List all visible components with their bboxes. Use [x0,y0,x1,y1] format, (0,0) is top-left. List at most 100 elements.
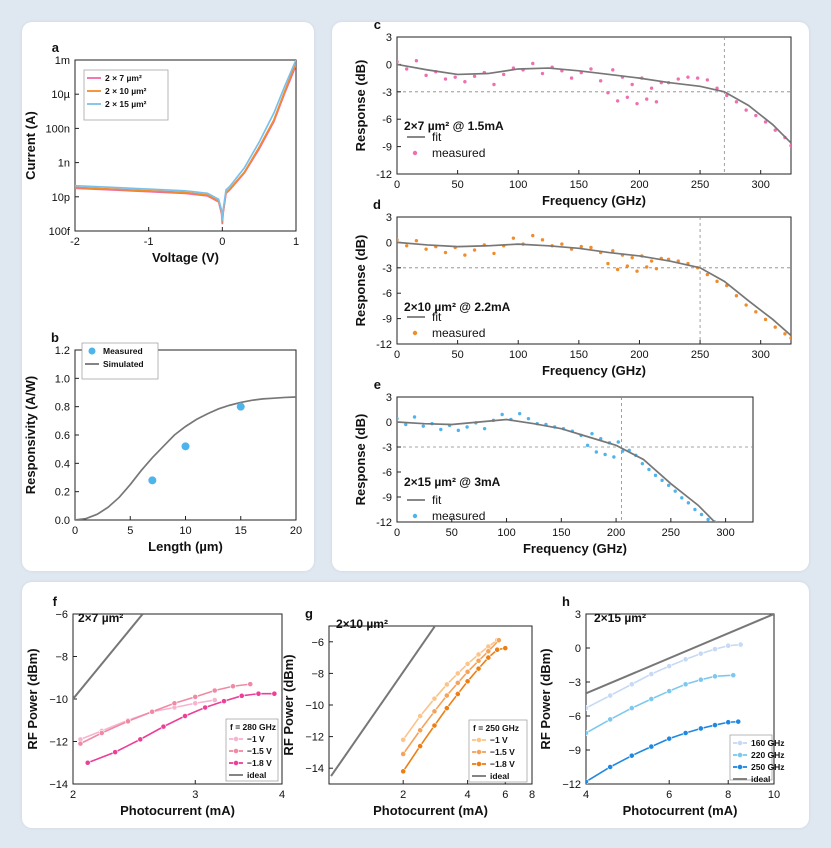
x-tick-label: 6 [666,789,672,801]
x-tick-label: 250 [662,527,680,539]
x-tick-label: 150 [570,179,588,191]
data-point [680,496,684,500]
data-point [606,91,610,95]
x-tick-label: 50 [451,179,463,191]
data-point [500,412,504,417]
x-tick-label: 0 [219,236,225,248]
data-point [137,736,144,743]
x-tick-label: 300 [752,349,770,361]
data-point [628,681,635,688]
y-axis-label: Response (dB) [353,60,368,152]
data-point [635,101,639,106]
data-point [526,416,531,421]
y-tick-label: 3 [386,212,392,224]
data-point [192,693,199,700]
x-tick-label: 150 [570,349,588,361]
legend-box [81,342,159,380]
x-tick-label: 0 [394,527,400,539]
data-point [682,656,689,663]
data-point [475,657,482,664]
legend-label: fit [432,130,442,144]
x-tick-label: 4 [279,789,285,801]
y-tick-label: 0.0 [55,515,70,527]
x-tick-label: 100 [497,527,515,539]
panel-letter: d [373,197,381,212]
sample-annotation: 2×10 µm² @ 2.2mA [404,300,511,314]
y-tick-label: -3 [382,87,392,99]
legend-swatch [412,513,418,519]
x-tick-label: 50 [451,349,463,361]
data-point [625,95,630,99]
sample-annotation: 2×15 µm² [594,611,646,625]
data-point [495,637,502,644]
data-point [149,708,156,715]
data-point [475,665,482,672]
legend-swatch-marker [476,749,482,755]
series-line [397,241,791,337]
panel-bottom [22,582,809,828]
series-line [397,63,791,144]
data-point [247,681,254,688]
legend-swatch [412,330,418,336]
data-point [640,461,645,466]
y-tick-label: −8 [311,668,324,680]
data-point [443,681,450,688]
data-point [682,730,689,736]
data-point [502,645,509,652]
data-point [615,99,620,103]
data-point [463,80,467,84]
data-point [421,424,425,428]
y-tick-label: −12 [305,732,324,744]
legend-swatch-marker [737,764,743,770]
legend-swatch-marker [476,761,482,767]
y-tick-label: 1.0 [55,373,70,385]
plot-frame [396,216,792,345]
series-line [402,647,506,772]
series-group [73,614,278,766]
legend-swatch-marker [233,760,239,766]
data-point [211,697,218,703]
data-point [625,264,630,268]
data-point [783,332,787,336]
data-point [686,75,690,79]
data-point [424,73,428,78]
legend-label: 160 GHz [751,738,785,748]
y-tick-label: −9 [568,745,581,757]
data-point [454,679,461,686]
data-point [171,700,178,707]
x-tick-label: 3 [192,789,198,801]
y-tick-label: 0.4 [55,458,70,470]
data-point [404,244,409,248]
x-tick-label: 250 [691,179,709,191]
data-point [472,248,477,252]
data-point [586,705,589,711]
data-point [417,743,424,749]
sample-annotation: 2×7 µm² [78,611,123,625]
legend-label: 2 × 10 µm² [105,86,147,96]
data-point [607,692,614,699]
data-point [255,690,262,697]
legend-label: measured [432,326,485,340]
data-point [686,501,691,505]
legend-label: −1 V [247,734,265,744]
legend: fit measured [407,493,485,523]
legend-label: 250 GHz [751,762,785,772]
data-point [699,512,704,517]
data-point [648,671,655,677]
x-tick-label: 10 [179,525,191,537]
y-tick-label: -3 [382,263,392,275]
legend-label: −1.8 V [490,759,515,769]
chart-h-rf-power-2x15: h 4 6 8 10 −12 −9 −6 −3 0 3 Photocurrent (mA) RF Pow… [538,594,785,818]
y-tick-label: 0 [386,417,392,429]
y-tick-label: 3 [386,32,392,44]
legend-label: ideal [247,770,266,780]
data-point [744,303,748,307]
data-point [697,676,704,683]
legend: f = 280 GHz −1 V −1.5 V −1.8 V ideal [225,718,279,782]
data-point [77,740,84,747]
data-point [98,730,105,736]
y-tick-label: 10µ [51,89,70,101]
y-tick-label: −6 [311,637,324,649]
y-axis-label: Responsivity (A/W) [23,376,38,494]
data-point [763,120,768,124]
